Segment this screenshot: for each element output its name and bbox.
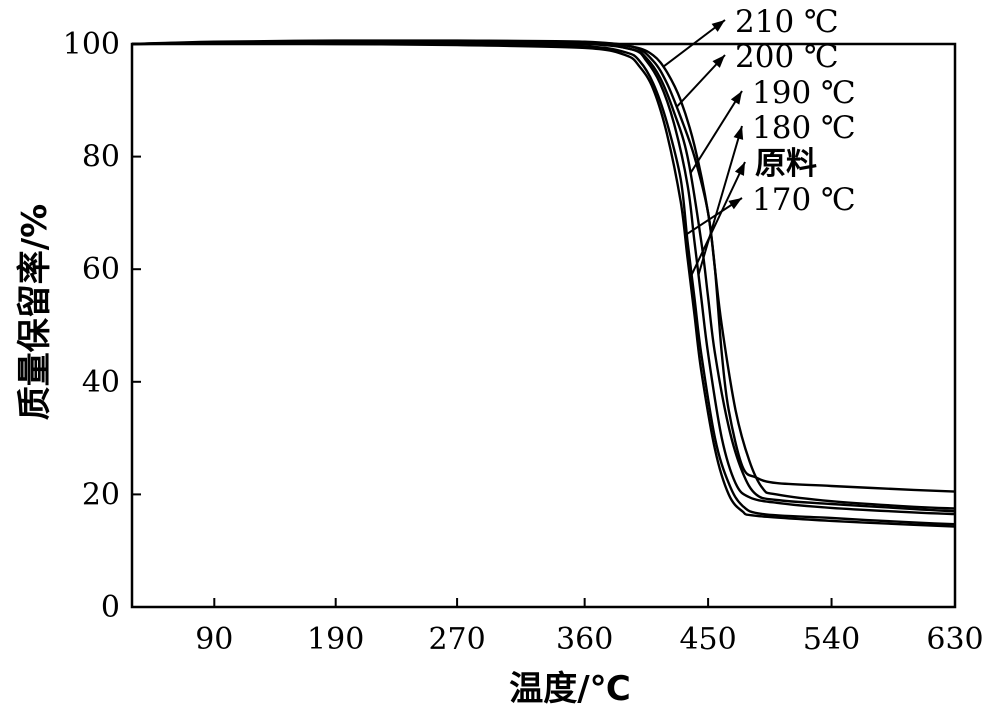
- series-line: [131, 42, 956, 528]
- label-leader-line: [697, 125, 743, 276]
- label-leader-line: [689, 90, 743, 175]
- y-tick-label: 20: [82, 477, 120, 512]
- x-tick-label: 190: [307, 622, 364, 657]
- series-label: 原料: [755, 146, 817, 182]
- x-tick-label: 630: [926, 622, 983, 657]
- series-label: 180 ℃: [752, 110, 856, 146]
- series-label: 170 ℃: [752, 182, 856, 218]
- series-label: 210 ℃: [735, 4, 839, 40]
- label-arrowhead: [733, 126, 744, 140]
- series-layer: [131, 19, 956, 528]
- y-tick-label: 40: [82, 365, 120, 400]
- x-tick-label: 360: [556, 622, 613, 657]
- y-tick-label: 100: [63, 27, 120, 62]
- series-label: 190 ℃: [752, 75, 856, 111]
- x-tick-label: 540: [803, 622, 860, 657]
- label-arrowhead: [712, 55, 725, 68]
- label-arrowhead: [711, 20, 725, 32]
- plot-area: 90 190 270 360 450 540 630 0 20 40 60 80 100: [63, 19, 984, 657]
- y-axis-title: 质量保留率/%: [15, 204, 55, 420]
- x-tick-label: 270: [428, 622, 485, 657]
- label-arrowhead: [734, 162, 745, 176]
- x-axis-title: 温度/℃: [509, 669, 631, 709]
- x-tick-label: 450: [679, 622, 736, 657]
- label-leader-line: [690, 161, 746, 276]
- x-axis-ticks: 90 190 270 360 450 540 630: [195, 598, 984, 657]
- y-tick-label: 80: [82, 140, 120, 175]
- x-tick-label: 90: [195, 622, 233, 657]
- series-label: 200 ℃: [735, 39, 839, 75]
- label-arrowhead: [730, 91, 742, 105]
- y-tick-label: 0: [101, 590, 120, 625]
- y-tick-label: 60: [82, 252, 120, 287]
- y-axis-ticks: 0 20 40 60 80 100: [63, 27, 141, 625]
- label-arrowhead: [728, 198, 742, 210]
